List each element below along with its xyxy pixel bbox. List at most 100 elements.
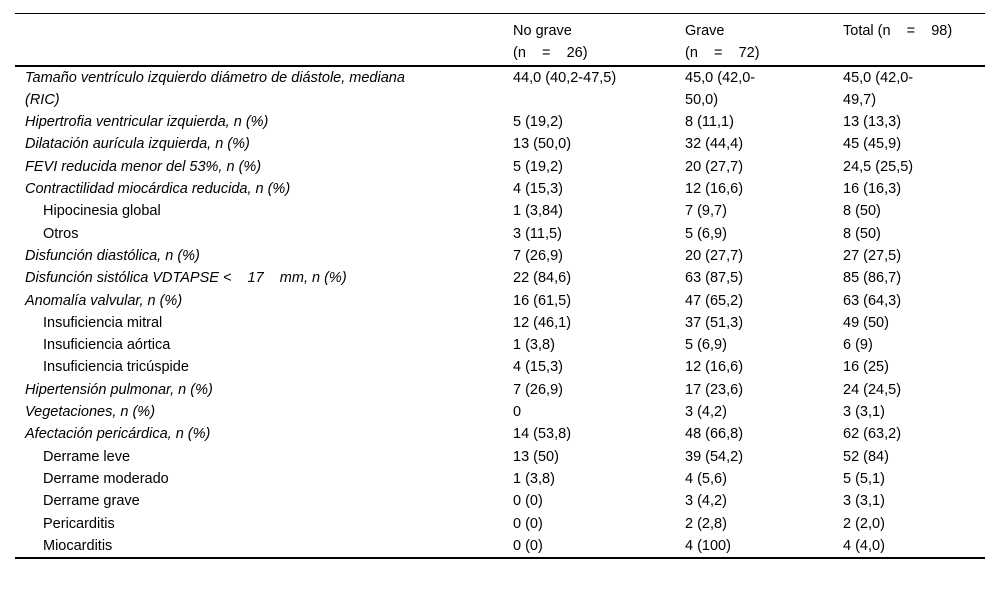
table-row: Contractilidad miocárdica reducida, n (%…	[15, 178, 985, 200]
table-row: Insuficiencia tricúspide 4 (15,3) 12 (16…	[15, 356, 985, 378]
table-row: Hipertrofia ventricular izquierda, n (%)…	[15, 111, 985, 133]
table-row: Miocarditis 0 (0) 4 (100) 4 (4,0)	[15, 534, 985, 560]
table-row: Derrame grave 0 (0) 3 (4,2) 3 (3,1)	[15, 490, 985, 512]
cell-grave: 5 (6,9)	[685, 337, 727, 354]
table-row: Pericarditis 0 (0) 2 (2,8) 2 (2,0)	[15, 513, 985, 535]
table-row: Hipocinesia global 1 (3,84) 7 (9,7) 8 (5…	[15, 200, 985, 222]
table-row: Hipertensión pulmonar, n (%) 7 (26,9) 17…	[15, 379, 985, 401]
cell-total: 52 (84)	[843, 448, 889, 465]
row-label: Anomalía valvular, n (%)	[25, 292, 183, 309]
table-row: Tamaño ventrículo izquierdo diámetro de …	[15, 66, 985, 112]
cell-total: 6 (9)	[843, 337, 873, 354]
cell-grave: 12 (16,6)	[685, 359, 744, 376]
cell-grave: 3 (4,2)	[685, 404, 727, 421]
cell-no-grave: 0 (0)	[513, 534, 685, 560]
table-header: No grave (n = 26) Grave (n = 72) Total (…	[15, 12, 985, 67]
cell-no-grave: 4 (15,3)	[513, 359, 563, 376]
cell-total: 45,0 (42,0- 49,7)	[843, 69, 914, 108]
table-row: Derrame moderado 1 (3,8) 4 (5,6) 5 (5,1)	[15, 468, 985, 490]
table-row: Otros 3 (11,5) 5 (6,9) 8 (50)	[15, 223, 985, 245]
table-row: Insuficiencia mitral 12 (46,1) 37 (51,3)…	[15, 312, 985, 334]
clinical-findings-table: No grave (n = 26) Grave (n = 72) Total (…	[15, 12, 985, 560]
row-label: Insuficiencia tricúspide	[43, 359, 189, 376]
cell-grave: 45,0 (42,0- 50,0)	[685, 69, 756, 108]
row-label: Tamaño ventrículo izquierdo diámetro de …	[25, 69, 405, 108]
cell-grave: 39 (54,2)	[685, 448, 744, 465]
cell-total: 45 (45,9)	[843, 136, 902, 153]
cell-total: 63 (64,3)	[843, 292, 902, 309]
cell-grave: 4 (100)	[685, 534, 843, 560]
row-label: Pericarditis	[43, 515, 115, 532]
cell-no-grave: 16 (61,5)	[513, 292, 572, 309]
cell-total: 13 (13,3)	[843, 114, 902, 131]
cell-total: 4 (4,0)	[843, 534, 985, 560]
cell-no-grave: 1 (3,84)	[513, 203, 563, 220]
cell-grave: 63 (87,5)	[685, 270, 744, 287]
row-label: Disfunción sistólica VDTAPSE < 17 mm, n …	[25, 270, 347, 287]
cell-grave: 32 (44,4)	[685, 136, 744, 153]
cell-no-grave: 13 (50)	[513, 448, 559, 465]
cell-grave: 20 (27,7)	[685, 158, 744, 175]
cell-grave: 37 (51,3)	[685, 314, 744, 331]
cell-total: 2 (2,0)	[843, 515, 885, 532]
column-header-no-grave: No grave (n = 26)	[513, 12, 685, 67]
cell-total: 3 (3,1)	[843, 404, 885, 421]
column-header-total: Total (n = 98)	[843, 12, 985, 67]
cell-no-grave: 1 (3,8)	[513, 470, 555, 487]
cell-no-grave: 12 (46,1)	[513, 314, 572, 331]
cell-no-grave: 13 (50,0)	[513, 136, 572, 153]
row-label: Derrame grave	[43, 493, 140, 510]
cell-grave: 47 (65,2)	[685, 292, 744, 309]
cell-no-grave: 22 (84,6)	[513, 270, 572, 287]
header-row: No grave (n = 26) Grave (n = 72) Total (…	[15, 12, 985, 67]
cell-grave: 5 (6,9)	[685, 225, 727, 242]
row-label: Hipocinesia global	[43, 203, 161, 220]
cell-total: 5 (5,1)	[843, 470, 885, 487]
table-row: Insuficiencia aórtica 1 (3,8) 5 (6,9) 6 …	[15, 334, 985, 356]
cell-grave: 17 (23,6)	[685, 381, 744, 398]
cell-total: 27 (27,5)	[843, 247, 902, 264]
row-label: Dilatación aurícula izquierda, n (%)	[25, 136, 250, 153]
row-label: Disfunción diastólica, n (%)	[25, 247, 200, 264]
cell-total: 24 (24,5)	[843, 381, 902, 398]
row-label: Miocarditis	[15, 534, 513, 560]
cell-total: 8 (50)	[843, 203, 881, 220]
row-label: Otros	[43, 225, 79, 242]
cell-total: 16 (25)	[843, 359, 889, 376]
cell-no-grave: 44,0 (40,2-47,5)	[513, 69, 617, 86]
cell-grave: 8 (11,1)	[685, 114, 734, 131]
cell-no-grave: 5 (19,2)	[513, 158, 563, 175]
table-body: Tamaño ventrículo izquierdo diámetro de …	[15, 66, 985, 560]
table-row: Disfunción diastólica, n (%) 7 (26,9) 20…	[15, 245, 985, 267]
cell-total: 8 (50)	[843, 225, 881, 242]
row-label: Derrame leve	[43, 448, 131, 465]
row-label: FEVI reducida menor del 53%, n (%)	[25, 158, 262, 175]
row-label: Contractilidad miocárdica reducida, n (%…	[25, 181, 291, 198]
row-label: Afectación pericárdica, n (%)	[25, 426, 211, 443]
table-row: Anomalía valvular, n (%) 16 (61,5) 47 (6…	[15, 290, 985, 312]
table-row: FEVI reducida menor del 53%, n (%) 5 (19…	[15, 156, 985, 178]
column-header-variable	[15, 12, 513, 67]
row-label: Vegetaciones, n (%)	[25, 404, 156, 421]
cell-no-grave: 7 (26,9)	[513, 247, 563, 264]
table-row: Disfunción sistólica VDTAPSE < 17 mm, n …	[15, 267, 985, 289]
cell-grave: 12 (16,6)	[685, 181, 744, 198]
cell-no-grave: 4 (15,3)	[513, 181, 563, 198]
cell-total: 62 (63,2)	[843, 426, 902, 443]
column-header-grave: Grave (n = 72)	[685, 12, 843, 67]
cell-grave: 3 (4,2)	[685, 493, 727, 510]
cell-grave: 2 (2,8)	[685, 515, 727, 532]
cell-grave: 48 (66,8)	[685, 426, 744, 443]
row-label: Hipertrofia ventricular izquierda, n (%)	[25, 114, 269, 131]
cell-grave: 7 (9,7)	[685, 203, 727, 220]
table-row: Dilatación aurícula izquierda, n (%) 13 …	[15, 133, 985, 155]
table-row: Afectación pericárdica, n (%) 14 (53,8) …	[15, 423, 985, 445]
cell-grave: 20 (27,7)	[685, 247, 744, 264]
row-label: Hipertensión pulmonar, n (%)	[25, 381, 213, 398]
table-row: Derrame leve 13 (50) 39 (54,2) 52 (84)	[15, 446, 985, 468]
table-row: Vegetaciones, n (%) 0 3 (4,2) 3 (3,1)	[15, 401, 985, 423]
cell-no-grave: 3 (11,5)	[513, 225, 562, 242]
cell-total: 3 (3,1)	[843, 493, 885, 510]
cell-no-grave: 0	[513, 404, 522, 421]
